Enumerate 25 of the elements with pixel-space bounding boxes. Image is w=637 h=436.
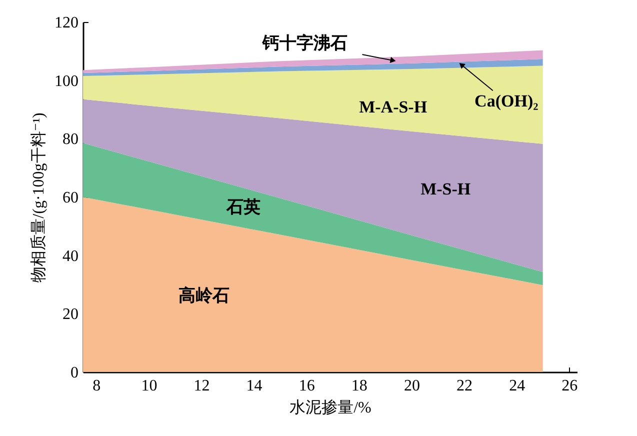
series-label: 钙十字沸石 [262, 33, 348, 52]
x-tick-label: 24 [509, 378, 526, 394]
series-label: Ca(OH)₂ [474, 92, 538, 111]
y-axis-title: 物相质量/(g·100g干料⁻¹) [30, 112, 48, 282]
series-label: 高岭石 [178, 286, 230, 306]
series-label: M-S-H [420, 180, 471, 199]
x-tick-label: 26 [562, 378, 578, 394]
x-tick-label: 22 [456, 378, 473, 394]
y-tick-label: 120 [54, 14, 78, 32]
x-tick-label: 10 [141, 378, 158, 394]
y-tick-label: 60 [62, 190, 78, 206]
x-tick-label: 14 [246, 378, 262, 394]
y-tick-label: 80 [62, 131, 78, 148]
series-label: M-A-S-H [359, 97, 428, 116]
x-tick-label: 18 [351, 378, 368, 394]
x-tick-label: 12 [194, 378, 210, 394]
x-axis-title: 水泥掺量/% [290, 398, 372, 416]
x-tick-label: 16 [298, 378, 315, 394]
y-tick-label: 40 [62, 248, 78, 265]
y-tick-label: 0 [70, 364, 78, 382]
y-tick-label: 100 [54, 72, 78, 90]
series-label: 石英 [225, 198, 260, 217]
x-tick-label: 8 [92, 378, 101, 394]
y-tick-label: 20 [62, 306, 78, 324]
x-tick-label: 20 [404, 378, 420, 394]
